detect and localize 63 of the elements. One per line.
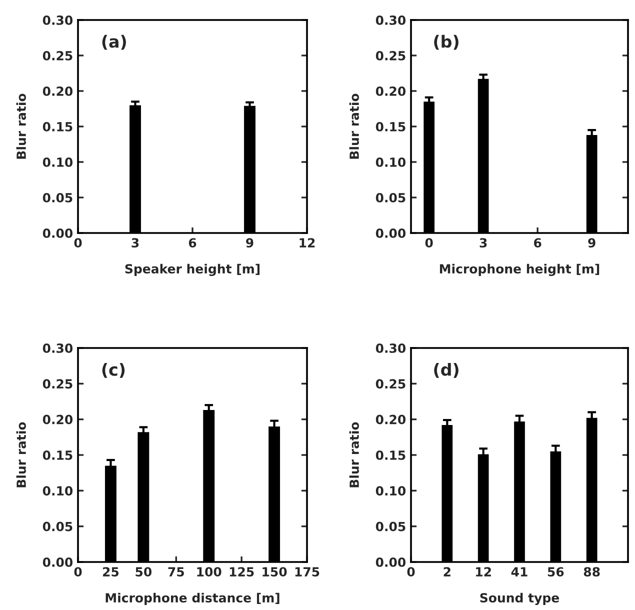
annotation: (c) [102,363,125,378]
x-tick-label: 50 [136,567,152,577]
x-tick-label: 41 [511,567,528,576]
y-tick-label: 0.25 [376,379,406,389]
x-tick-label: 9 [246,238,254,248]
y-tick-label: 0.30 [376,15,406,25]
x-axis-title: Microphone height [m] [440,264,600,276]
y-axis-title: Blur ratio [16,422,26,488]
y-tick-label: 0.25 [42,50,72,60]
x-tick-label: 56 [548,567,564,577]
x-tick-label: 9 [588,238,596,248]
y-tick-label: 0.15 [42,450,72,460]
x-tick-label: 3 [132,238,139,248]
y-tick-label: 0.20 [376,86,406,96]
y-tick-label: 0.30 [42,343,73,353]
y-tick-label: 0.25 [42,379,72,389]
x-tick-label: 175 [295,567,320,577]
y-tick-label: 0.00 [376,228,406,238]
x-tick-label: 2 [444,567,450,576]
y-tick-label: 0.15 [376,122,406,132]
y-tick-label: 0.00 [42,557,73,567]
y-tick-label: 0.15 [42,122,72,132]
y-tick-label: 0.00 [376,557,406,567]
y-tick-label: 0.05 [42,192,72,202]
x-tick-label: 12 [300,238,315,248]
x-tick-label: 12 [476,567,491,576]
y-tick-label: 0.15 [376,450,406,460]
y-tick-label: 0.25 [376,50,406,60]
y-tick-label: 0.00 [42,228,73,238]
y-axis-title: Blur ratio [349,94,359,159]
x-tick-label: 0 [425,238,433,248]
y-tick-label: 0.05 [376,522,406,532]
x-tick-label: 3 [480,238,487,248]
x-tick-label: 25 [103,567,119,577]
y-axis-title: Blur ratio [349,422,359,488]
y-tick-label: 0.20 [42,86,73,96]
x-tick-label: 6 [188,238,196,248]
x-axis-title: Microphone distance [m] [106,592,280,605]
annotation: (b) [434,34,458,50]
y-tick-label: 0.10 [376,157,406,167]
x-tick-label: 150 [262,567,287,577]
y-tick-label: 0.10 [376,486,406,496]
x-tick-label: 75 [168,567,184,577]
y-axis-title: Blur ratio [16,94,26,159]
x-tick-label: 0 [74,567,82,577]
annotation: (a) [102,34,126,50]
y-tick-label: 0.20 [376,414,406,424]
y-tick-label: 0.10 [42,486,73,496]
x-axis-title: Sound type [480,592,560,606]
x-tick-label: 88 [584,567,600,577]
x-tick-label: 100 [197,567,222,577]
x-axis-title: Speaker height [m] [125,264,260,276]
y-tick-label: 0.05 [42,522,72,532]
y-tick-label: 0.05 [376,192,406,202]
annotation: (d) [434,362,458,378]
y-tick-label: 0.20 [42,414,73,424]
x-tick-label: 0 [407,567,415,577]
y-tick-label: 0.30 [42,15,73,25]
x-tick-label: 6 [534,238,542,248]
x-tick-label: 125 [230,567,254,577]
y-tick-label: 0.30 [376,343,406,353]
x-tick-label: 0 [74,238,82,248]
y-tick-label: 0.10 [42,157,73,167]
